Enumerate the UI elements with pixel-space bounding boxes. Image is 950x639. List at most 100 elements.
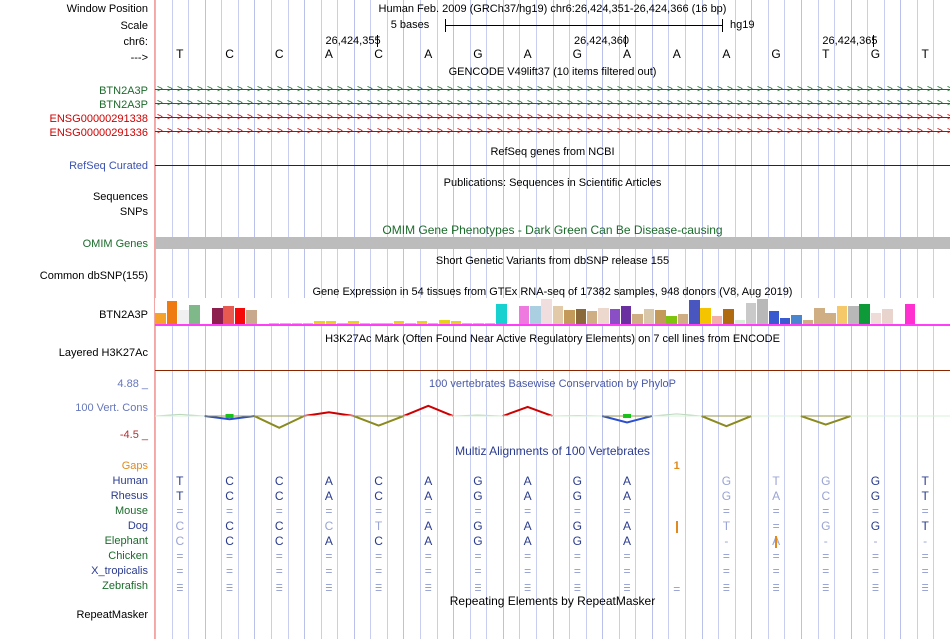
- species-label-mouse[interactable]: Mouse: [114, 505, 148, 517]
- phylop-conservation-plot[interactable]: [155, 390, 950, 440]
- alignment-base: C: [225, 474, 234, 488]
- gtex-tissue-bar[interactable]: [461, 323, 473, 324]
- gtex-tissue-bar[interactable]: [689, 300, 700, 324]
- gtex-tissue-bar[interactable]: [393, 321, 405, 324]
- gtex-tissue-bar[interactable]: [280, 323, 291, 324]
- omim-gene-bar[interactable]: [155, 237, 950, 249]
- gtex-tissue-bar[interactable]: [530, 306, 541, 324]
- gtex-tissue-bar[interactable]: [564, 310, 575, 324]
- species-label-x_tropicalis[interactable]: X_tropicalis: [91, 565, 148, 577]
- gtex-tissue-bar[interactable]: [814, 308, 825, 324]
- gtex-tissue-bar[interactable]: [655, 310, 666, 324]
- reference-base: T: [822, 47, 830, 61]
- label-gencode-4[interactable]: ENSG00000291336: [49, 127, 148, 139]
- gtex-tissue-bar[interactable]: [836, 306, 848, 324]
- gtex-tissue-bar[interactable]: [723, 309, 734, 324]
- gtex-tissue-bar[interactable]: [791, 315, 802, 324]
- gtex-tissue-bar[interactable]: [496, 304, 507, 324]
- gtex-tissue-bar[interactable]: [632, 314, 643, 324]
- gtex-tissue-bar[interactable]: [359, 323, 371, 324]
- gencode-transcript-row[interactable]: > > > > > > > > > > > > > > > > > > > > > > > > > > > > > > > > > > > > > > > >…: [155, 126, 950, 137]
- gtex-tissue-bar[interactable]: [745, 303, 757, 324]
- gtex-tissue-bar[interactable]: [302, 323, 314, 324]
- gtex-tissue-bar[interactable]: [291, 323, 303, 324]
- gtex-tissue-bar[interactable]: [427, 323, 439, 324]
- strand-arrow-icon: >: [527, 98, 533, 109]
- gtex-tissue-bar[interactable]: [155, 313, 166, 324]
- gtex-tissue-bar[interactable]: [541, 299, 552, 324]
- label-omim-genes[interactable]: OMIM Genes: [82, 238, 148, 250]
- gtex-tissue-bar[interactable]: [700, 308, 711, 324]
- gtex-tissue-bar[interactable]: [166, 301, 178, 324]
- label-gencode-2[interactable]: BTN2A3P: [99, 99, 148, 111]
- gtex-tissue-bar[interactable]: [882, 309, 893, 324]
- gtex-tissue-bar[interactable]: [314, 321, 325, 324]
- gtex-tissue-bar[interactable]: [620, 306, 632, 324]
- gencode-transcript-row[interactable]: > > > > > > > > > > > > > > > > > > > > > > > > > > > > > > > > > > > > > > > >…: [155, 98, 950, 109]
- gtex-tissue-bar[interactable]: [848, 306, 859, 324]
- label-common-dbsnp[interactable]: Common dbSNP(155): [39, 270, 148, 282]
- label-snps[interactable]: SNPs: [119, 206, 148, 218]
- label-layered-h3k27ac[interactable]: Layered H3K27Ac: [58, 347, 148, 359]
- label-sequences[interactable]: Sequences: [92, 191, 148, 203]
- gtex-tissue-bar[interactable]: [575, 309, 587, 324]
- species-label-chicken[interactable]: Chicken: [108, 550, 148, 562]
- gtex-tissue-bar[interactable]: [439, 320, 450, 324]
- gtex-tissue-bar[interactable]: [348, 321, 359, 324]
- label-repeatmasker[interactable]: RepeatMasker: [76, 609, 148, 621]
- gtex-tissue-bar[interactable]: [178, 310, 189, 324]
- gtex-tissue-bar[interactable]: [586, 311, 598, 324]
- gtex-tissue-bar[interactable]: [859, 304, 870, 324]
- gtex-tissue-bar[interactable]: [609, 309, 621, 324]
- gtex-tissue-bar[interactable]: [802, 320, 814, 324]
- gtex-tissue-bar[interactable]: [450, 321, 462, 324]
- species-label-elephant[interactable]: Elephant: [104, 535, 148, 547]
- label-gencode-3[interactable]: ENSG00000291338: [49, 113, 148, 125]
- gtex-tissue-bar[interactable]: [598, 308, 609, 324]
- gtex-tissue-bar[interactable]: [711, 316, 723, 324]
- strand-arrow-icon: >: [757, 112, 763, 123]
- gtex-tissue-bar[interactable]: [246, 310, 257, 324]
- refseq-gene-line[interactable]: [155, 165, 950, 166]
- gtex-tissue-bar[interactable]: [416, 321, 428, 324]
- gtex-tissue-bar[interactable]: [325, 321, 337, 324]
- label-refseq-curated[interactable]: RefSeq Curated: [69, 160, 148, 172]
- label-gencode-1[interactable]: BTN2A3P: [99, 85, 148, 97]
- species-label-zebrafish[interactable]: Zebrafish: [102, 580, 148, 592]
- gtex-tissue-bar[interactable]: [212, 308, 223, 324]
- gtex-tissue-bar[interactable]: [337, 323, 348, 324]
- gtex-tissue-bar[interactable]: [904, 304, 916, 324]
- species-label-dog[interactable]: Dog: [127, 520, 148, 532]
- gtex-tissue-bar[interactable]: [405, 323, 416, 324]
- gtex-tissue-bar[interactable]: [734, 320, 746, 324]
- gtex-tissue-bar[interactable]: [768, 311, 780, 324]
- gtex-tissue-bar[interactable]: [518, 306, 530, 324]
- label-100-vert-cons[interactable]: 100 Vert. Cons: [75, 402, 148, 414]
- gtex-tissue-bar[interactable]: [382, 323, 393, 324]
- gtex-tissue-bar[interactable]: [870, 313, 882, 324]
- gtex-tissue-bar[interactable]: [484, 323, 496, 324]
- species-label-human[interactable]: Human: [112, 475, 148, 487]
- gtex-tissue-bar[interactable]: [189, 305, 200, 324]
- gencode-transcript-row[interactable]: > > > > > > > > > > > > > > > > > > > > > > > > > > > > > > > > > > > > > > > >…: [155, 84, 950, 95]
- gtex-tissue-bar[interactable]: [666, 316, 677, 324]
- gtex-tissue-bar[interactable]: [268, 323, 280, 324]
- gtex-tissue-bar[interactable]: [757, 299, 768, 324]
- gtex-tissue-bar[interactable]: [677, 314, 689, 324]
- label-gtex-gene[interactable]: BTN2A3P: [99, 309, 148, 321]
- gtex-tissue-bar[interactable]: [779, 318, 791, 324]
- strand-arrow-icon: >: [547, 84, 553, 95]
- strand-arrow-icon: >: [547, 126, 553, 137]
- gtex-tissue-bar[interactable]: [825, 313, 836, 324]
- gtex-tissue-bar[interactable]: [223, 306, 234, 324]
- gtex-tissue-bar[interactable]: [234, 308, 246, 324]
- gtex-tissue-bar[interactable]: [552, 306, 564, 324]
- species-label-gaps[interactable]: Gaps: [121, 460, 148, 472]
- gtex-tissue-bar[interactable]: [371, 323, 382, 324]
- species-label-rhesus[interactable]: Rhesus: [110, 490, 148, 502]
- gencode-transcript-row[interactable]: > > > > > > > > > > > > > > > > > > > > > > > > > > > > > > > > > > > > > > > >…: [155, 112, 950, 123]
- gtex-tissue-bar[interactable]: [473, 323, 484, 324]
- gtex-chart-area[interactable]: [155, 298, 950, 324]
- gtex-tissue-bar[interactable]: [643, 309, 655, 324]
- alignment-base: =: [176, 504, 184, 518]
